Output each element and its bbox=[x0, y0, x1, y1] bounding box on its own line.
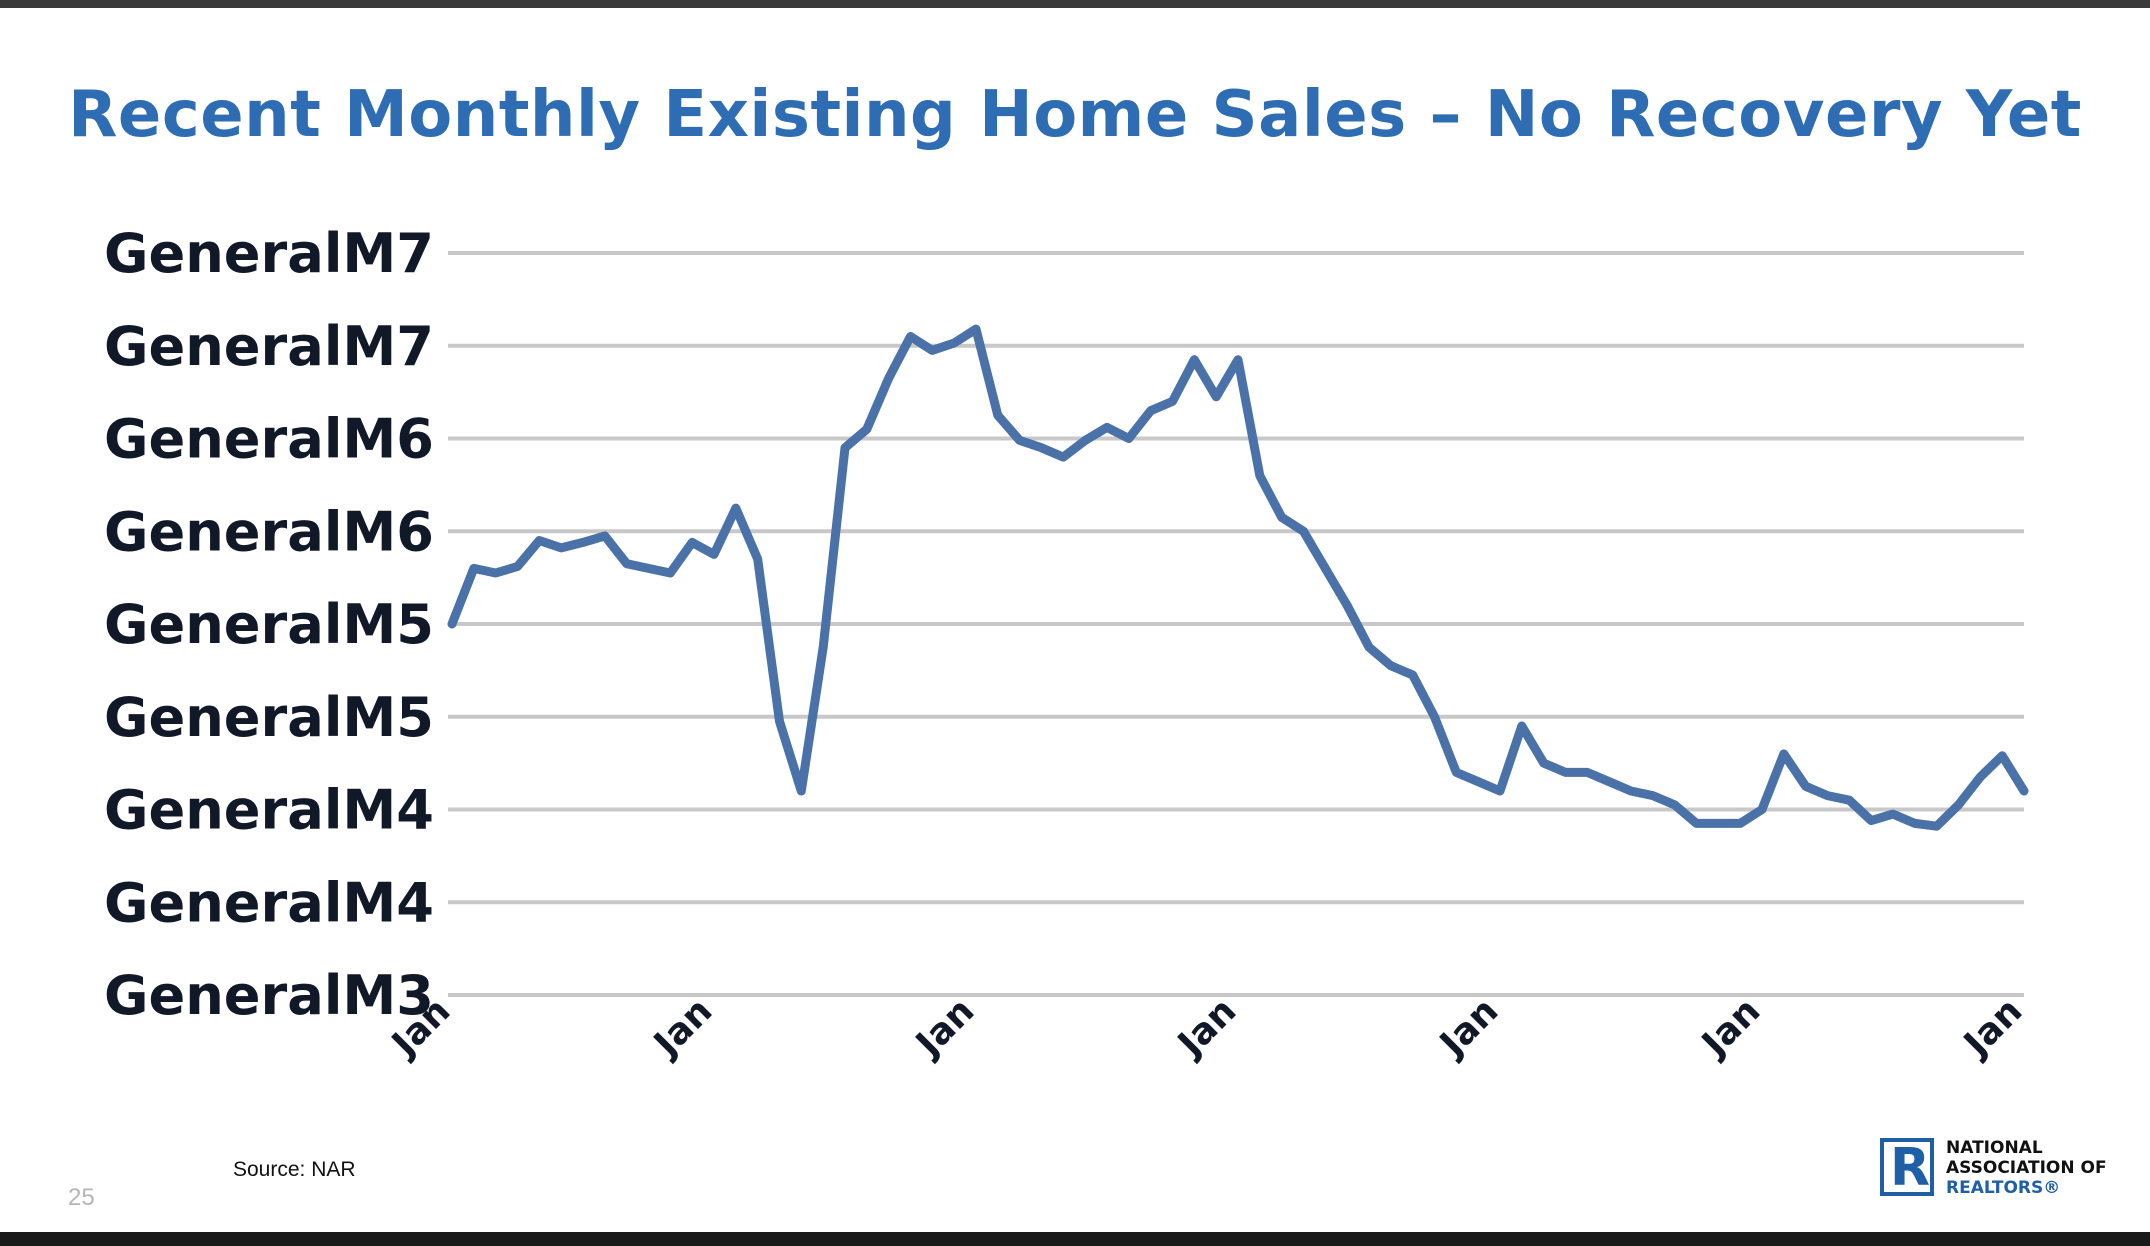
logo-line-2: ASSOCIATION OF bbox=[1946, 1158, 2107, 1178]
page-number: 25 bbox=[68, 1184, 95, 1211]
y-tick-label: GeneralM6 bbox=[104, 408, 434, 471]
logo-line-3: REALTORS® bbox=[1946, 1178, 2061, 1198]
nar-logo: R NATIONAL ASSOCIATION OF REALTORS® bbox=[1880, 1138, 2130, 1200]
series-layer bbox=[447, 324, 2029, 831]
series-line bbox=[447, 324, 2029, 831]
y-tick-label: GeneralM7 bbox=[104, 315, 434, 378]
top-border bbox=[0, 0, 2150, 8]
y-tick-label: GeneralM5 bbox=[104, 593, 434, 656]
slide-title: Recent Monthly Existing Home Sales – No … bbox=[68, 78, 2082, 152]
x-tick-label: Jan bbox=[644, 990, 720, 1066]
line-chart: GeneralM7 GeneralM7 GeneralM6 GeneralM6 Gene… bbox=[104, 222, 2030, 1066]
x-tick-label: Jan bbox=[1954, 990, 2030, 1066]
y-tick-label: GeneralM4 bbox=[104, 871, 434, 934]
y-tick-label: GeneralM6 bbox=[104, 500, 434, 563]
x-tick-label: Jan bbox=[906, 990, 982, 1066]
logo-line-1: NATIONAL bbox=[1946, 1138, 2043, 1158]
source-note: Source: NAR bbox=[233, 1158, 356, 1181]
x-axis-ticks: Jan Jan Jan Jan Jan Jan Jan bbox=[382, 990, 2030, 1066]
realtor-r-logo-icon: R bbox=[1880, 1138, 1934, 1198]
y-tick-label: GeneralM3 bbox=[104, 964, 434, 1027]
x-tick-label: Jan bbox=[1692, 990, 1768, 1066]
y-tick-label: GeneralM4 bbox=[104, 779, 434, 842]
logo-wordmark: NATIONAL ASSOCIATION OF REALTORS® bbox=[1946, 1138, 2107, 1198]
y-axis-ticks: GeneralM7 GeneralM7 GeneralM6 GeneralM6 Gene… bbox=[104, 222, 434, 1027]
x-tick-label: Jan bbox=[1430, 990, 1506, 1066]
bottom-border bbox=[0, 1232, 2150, 1246]
y-tick-label: GeneralM7 bbox=[104, 222, 434, 285]
y-tick-label: GeneralM5 bbox=[104, 686, 434, 749]
x-tick-label: Jan bbox=[1168, 990, 1244, 1066]
